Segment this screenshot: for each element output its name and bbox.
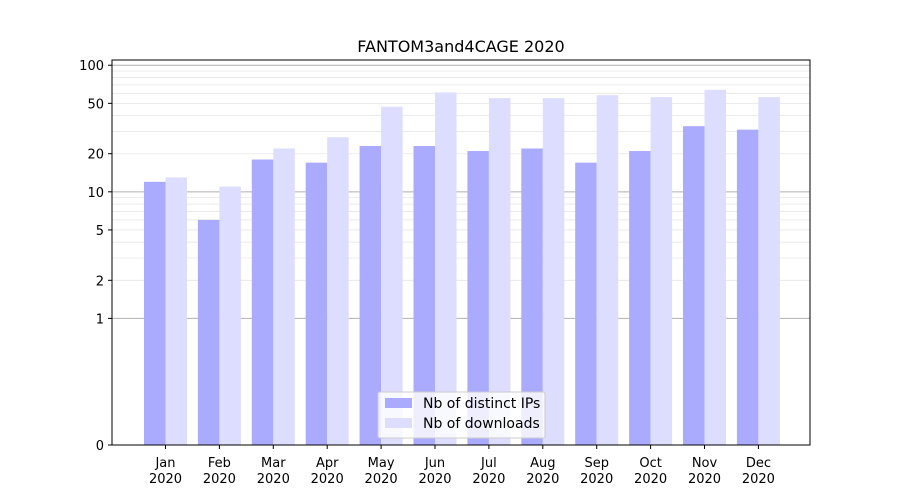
x-tick-label-month: Sep <box>584 456 609 471</box>
bar-distinct-ips-nov <box>683 126 705 446</box>
bar-distinct-ips-oct <box>629 151 651 445</box>
bar-downloads-feb <box>219 186 241 446</box>
x-tick-label-year: 2020 <box>257 472 290 487</box>
bar-distinct-ips-dec <box>736 129 759 445</box>
y-tick-label: 50 <box>87 97 104 112</box>
x-tick-label-month: Oct <box>639 456 661 471</box>
x-tick-label-month: Mar <box>261 456 286 471</box>
x-tick-label-year: 2020 <box>526 472 559 487</box>
bar-distinct-ips-mar <box>251 159 274 445</box>
bar-downloads-may <box>381 106 403 445</box>
x-tick-label-year: 2020 <box>149 472 182 487</box>
bar-distinct-ips-feb <box>197 219 220 445</box>
bar-distinct-ips-jan <box>144 181 166 445</box>
x-tick-label-year: 2020 <box>688 472 721 487</box>
bar-downloads-mar <box>273 148 295 445</box>
bar-downloads-jan <box>165 177 187 446</box>
y-tick-label: 20 <box>87 148 104 163</box>
x-tick-label-year: 2020 <box>634 472 667 487</box>
bar-downloads-jul <box>488 98 511 445</box>
bar-distinct-ips-sep <box>575 162 597 445</box>
x-tick-label-month: Dec <box>746 456 771 471</box>
bar-downloads-dec <box>758 97 780 446</box>
bar-downloads-nov <box>704 89 726 445</box>
y-tick-label: 2 <box>96 274 104 289</box>
x-tick-label-year: 2020 <box>365 472 398 487</box>
bar-downloads-apr <box>327 137 349 446</box>
bar-downloads-oct <box>650 97 673 446</box>
legend-swatch-downloads <box>385 418 412 428</box>
bar-downloads-aug <box>542 98 565 445</box>
y-axis: 0 1 2 5 10 20 50 100 <box>79 59 112 454</box>
legend: Nb of distinct IPs Nb of downloads <box>377 391 546 439</box>
bar-downloads-jun <box>435 92 457 446</box>
x-tick-label-year: 2020 <box>580 472 613 487</box>
y-tick-label: 0 <box>96 439 104 454</box>
x-axis: Jan2020Feb2020Mar2020Apr2020May2020Jun20… <box>149 445 775 487</box>
x-tick-label-month: Jul <box>480 456 497 471</box>
legend-label-distinct-ips: Nb of distinct IPs <box>423 396 540 412</box>
bar-distinct-ips-jun <box>413 146 435 445</box>
y-tick-label: 10 <box>87 186 104 201</box>
x-tick-label-year: 2020 <box>203 472 236 487</box>
plot-frame <box>111 59 811 446</box>
y-tick-label: 1 <box>96 312 104 327</box>
x-tick-label-month: Jan <box>154 456 175 471</box>
y-tick-label: 100 <box>79 59 104 74</box>
bars <box>144 89 780 446</box>
x-tick-label-month: Jun <box>424 456 445 471</box>
x-tick-label-month: Nov <box>692 456 718 471</box>
chart-title: FANTOM3and4CAGE 2020 <box>357 37 564 56</box>
x-tick-label-year: 2020 <box>311 472 344 487</box>
x-tick-label-year: 2020 <box>472 472 505 487</box>
bar-distinct-ips-may <box>359 146 382 445</box>
bar-distinct-ips-apr <box>305 162 328 445</box>
bar-distinct-ips-jul <box>467 151 489 445</box>
legend-label-downloads: Nb of downloads <box>423 416 540 432</box>
bar-downloads-sep <box>596 95 619 445</box>
x-tick-label-month: Apr <box>316 456 339 471</box>
x-tick-label-year: 2020 <box>742 472 775 487</box>
x-tick-label-month: May <box>368 456 395 471</box>
bar-distinct-ips-aug <box>521 148 543 445</box>
legend-box <box>377 391 546 439</box>
x-tick-label-month: Feb <box>208 456 231 471</box>
x-tick-label-month: Aug <box>530 456 555 471</box>
y-tick-label: 5 <box>96 224 104 239</box>
x-tick-label-year: 2020 <box>418 472 451 487</box>
legend-swatch-distinct-ips <box>385 398 412 408</box>
